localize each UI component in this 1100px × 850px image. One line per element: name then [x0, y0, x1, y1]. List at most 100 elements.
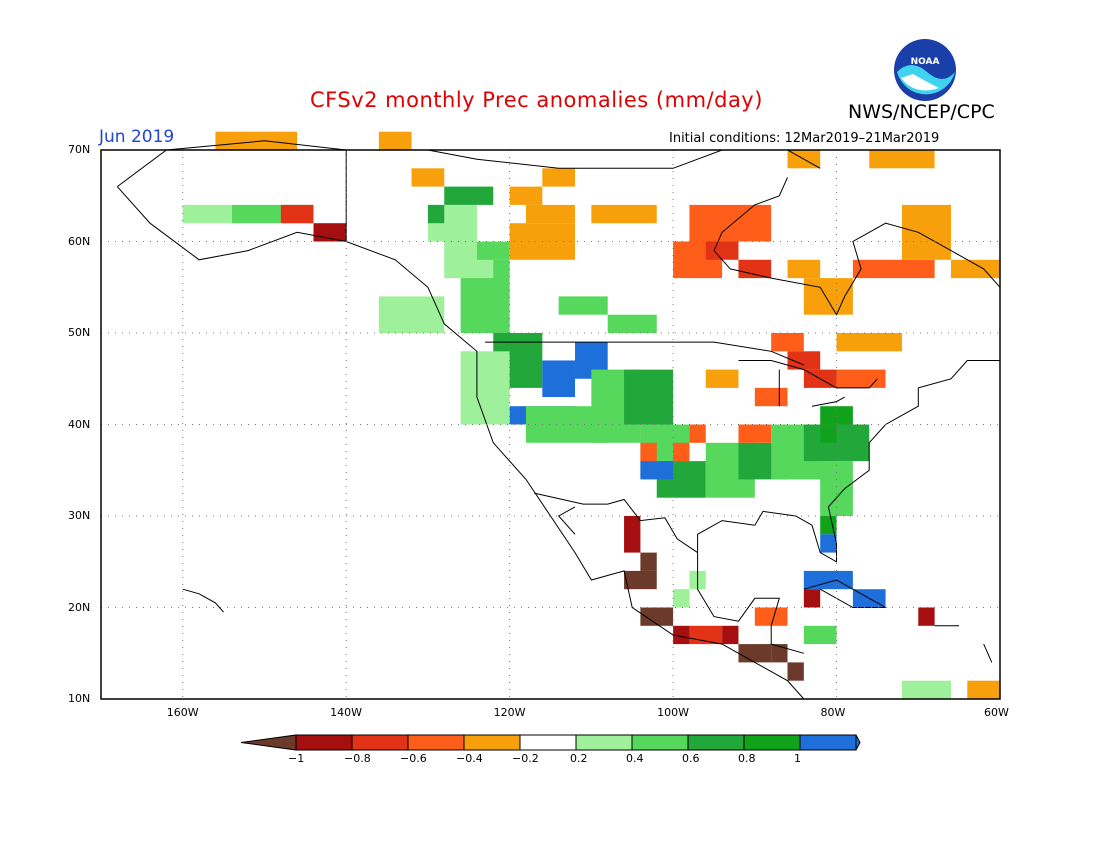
lat-label: 50N — [68, 326, 91, 339]
colorbar-swatch — [743, 734, 801, 751]
colorbar-swatch — [463, 734, 521, 751]
colorbar-swatch — [407, 734, 465, 751]
anomaly-cell — [525, 204, 576, 224]
anomaly-cell — [640, 461, 674, 480]
anomaly-cell — [803, 589, 821, 608]
coastline — [713, 222, 1001, 316]
colorbar-label: 0.6 — [682, 752, 700, 765]
anomaly-cell — [803, 625, 837, 645]
lon-label: 100W — [657, 706, 689, 719]
anomaly-cell — [673, 442, 690, 462]
colorbar-label: −0.2 — [512, 752, 539, 765]
colorbar-label: 0.4 — [626, 752, 644, 765]
lat-label: 70N — [68, 143, 91, 156]
coastline — [738, 360, 878, 389]
anomaly-cell — [820, 534, 837, 553]
anomaly-cell — [738, 424, 772, 443]
anomaly-cell — [378, 131, 412, 150]
lat-label: 30N — [68, 509, 91, 522]
anomaly-cell — [803, 278, 853, 315]
colorbar-swatch — [295, 734, 353, 751]
anomaly-cell — [460, 351, 510, 425]
coastline — [713, 177, 788, 251]
coastline — [116, 186, 805, 700]
colorbar-label: −0.6 — [400, 752, 427, 765]
anomaly-cell — [787, 351, 821, 370]
anomaly-cell — [444, 186, 494, 205]
anomaly-cell — [787, 259, 821, 279]
anomaly-cell — [901, 204, 951, 260]
anomaly-cell — [836, 369, 886, 388]
coastline — [811, 396, 845, 407]
anomaly-cell — [771, 644, 788, 663]
lon-label: 160W — [166, 706, 199, 719]
anomaly-cell — [852, 259, 935, 279]
anomaly-cell — [411, 168, 445, 187]
lat-label: 20N — [68, 600, 91, 614]
colorbar — [240, 734, 861, 751]
colorbar-swatch — [687, 734, 745, 751]
anomaly-cell — [836, 333, 902, 352]
anomaly-cell — [378, 296, 445, 333]
anomaly-cell — [689, 424, 706, 443]
anomaly-cell — [558, 296, 608, 315]
initial-conditions: Initial conditions: 12Mar2019–21Mar2019 — [669, 131, 940, 146]
colorbar-arrow-high — [855, 734, 861, 751]
chart-title: CFSv2 monthly Prec anomalies (mm/day) — [310, 88, 763, 112]
coastline — [557, 506, 576, 535]
lon-label: 60W — [984, 706, 1009, 719]
anomaly-cells — [182, 131, 1000, 699]
coastline — [534, 492, 698, 554]
anomaly-cell — [901, 680, 951, 699]
anomaly-cell — [640, 607, 674, 626]
anomaly-cell — [607, 314, 657, 333]
anomaly-cell — [967, 680, 1000, 699]
anomaly-cell — [591, 204, 657, 224]
anomaly-cell — [673, 625, 690, 645]
coastline — [485, 341, 805, 366]
lat-label: 10N — [68, 692, 91, 705]
anomaly-cell — [869, 150, 935, 169]
coastline — [182, 588, 224, 613]
anomaly-cell — [427, 204, 445, 224]
coastline — [697, 552, 805, 654]
anomaly-cell — [476, 241, 510, 260]
gridlines — [101, 150, 1000, 699]
colorbar-label: −1 — [288, 752, 305, 765]
anomaly-cell — [689, 204, 772, 242]
anomaly-cell — [950, 259, 1000, 279]
anomaly-cell — [542, 360, 576, 398]
forecast-month: Jun 2019 — [99, 127, 175, 147]
anomaly-cell — [280, 204, 314, 224]
coastline — [697, 360, 1000, 563]
lat-label: 60N — [68, 234, 91, 248]
anomaly-cell — [215, 131, 298, 150]
lon-label: 80W — [820, 706, 846, 719]
anomaly-cell — [918, 607, 935, 626]
anomaly-cell — [738, 259, 772, 279]
anomaly-cell — [673, 589, 690, 608]
agency-label: NWS/NCEP/CPC — [848, 101, 995, 123]
logo-text: NOAA — [911, 57, 940, 67]
anomaly-cell — [803, 570, 853, 590]
coastlines — [116, 140, 1001, 700]
anomaly-cell — [787, 662, 804, 681]
anomaly-cell — [624, 369, 674, 425]
lon-label: 120W — [493, 706, 526, 719]
lon-label: 140W — [330, 706, 363, 719]
lat-label: 40N — [68, 417, 91, 431]
anomaly-cell — [624, 516, 641, 553]
colorbar-label: 0.2 — [570, 752, 588, 765]
anomaly-cell — [509, 186, 543, 205]
colorbar-label: 1 — [794, 752, 801, 765]
noaa-logo: NOAA — [894, 39, 956, 101]
anomaly-cell — [820, 461, 853, 516]
anomaly-cell — [182, 204, 232, 224]
anomaly-cell — [705, 369, 739, 388]
anomaly-cell — [624, 570, 657, 590]
anomaly-cell — [754, 387, 788, 407]
colorbar-swatch — [575, 734, 633, 751]
coastline — [983, 643, 993, 663]
anomaly-cell — [640, 442, 657, 462]
anomaly-cell — [542, 168, 576, 187]
